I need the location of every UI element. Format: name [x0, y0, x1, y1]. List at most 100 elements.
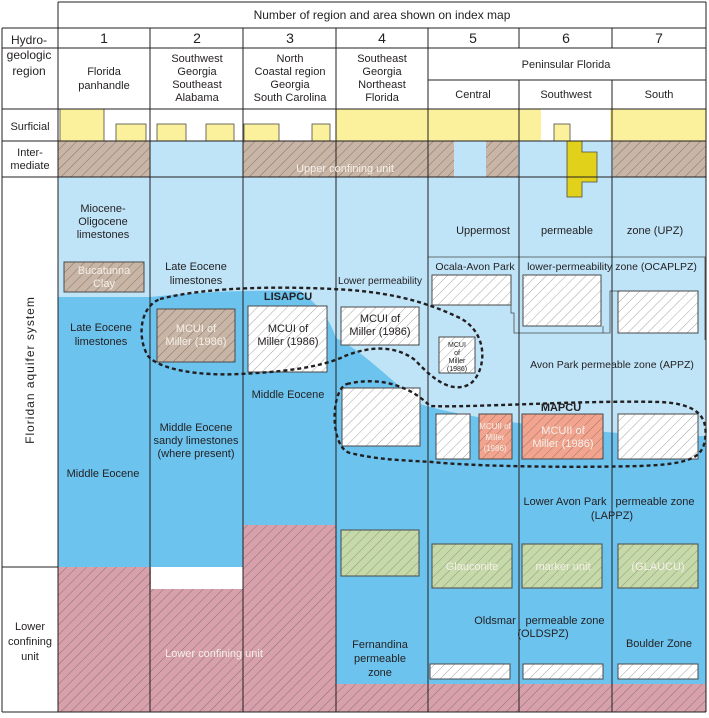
region-name-line: panhandle: [78, 80, 129, 92]
surficial-block: [336, 109, 541, 141]
header-title: Number of region and area shown on index…: [254, 8, 511, 22]
region-number: 2: [193, 30, 201, 46]
mcuii-label: Miller (1986): [532, 438, 593, 450]
mapcu-outline: [333, 380, 707, 468]
row-labels: Surficial Inter- mediate Floridan aquife…: [8, 121, 52, 663]
miocene-label: limestones: [77, 229, 130, 241]
mcui-box-region-5-hatch: [439, 337, 475, 373]
mcui-label: Miller (1986): [165, 336, 226, 348]
region-name-line: Southwest: [540, 89, 591, 101]
region-name-line: South Carolina: [254, 92, 328, 104]
ocaplpz-outline: [510, 305, 604, 334]
upper-confining-unit-label: Upper confining unit: [296, 163, 394, 175]
glaucu-label: marker unit: [535, 561, 590, 573]
row-label-intermediate: Inter-: [17, 147, 43, 159]
row-label-intermediate: mediate: [10, 160, 49, 172]
region-number: 7: [655, 30, 663, 46]
mapcu-box-region-4-hatch: [342, 388, 420, 446]
region-label-line: region: [12, 64, 45, 78]
surficial-block: [553, 123, 571, 142]
glaucu-label: Glauconite: [446, 561, 499, 573]
mcui-label: of: [454, 350, 460, 357]
region-name-line: Florida: [365, 92, 400, 104]
bucatunna-clay-hatch: [64, 262, 144, 292]
upz-label: Uppermost: [456, 225, 510, 237]
upper-confining-unit-hatch: [243, 141, 454, 177]
peninsular-florida-label: Peninsular Florida: [522, 59, 612, 71]
region-name-line: Southwest: [171, 53, 222, 65]
region-number: 3: [286, 30, 294, 46]
oldspz-label: permeable zone: [526, 615, 605, 627]
lower-confining-unit-label: Lower confining unit: [165, 648, 263, 660]
mcui-label: Miller (1986): [349, 326, 410, 338]
surficial-block: [610, 109, 706, 141]
lower-confining-col2-hatch: [151, 589, 243, 712]
region-name-line: Georgia: [270, 79, 310, 91]
ocaplpz-outline: [428, 256, 706, 340]
region-name-line: Alabama: [175, 92, 219, 104]
intermediate-clay-hatch: [486, 141, 518, 177]
mapcu-box-region-5a-hatch: [436, 414, 470, 459]
region-name-line: Coastal region: [255, 66, 326, 78]
mcui-label: Miller: [449, 358, 466, 365]
mcui-label: MCUI of: [268, 323, 309, 335]
fernandina-label: zone: [368, 667, 392, 679]
bucatunna-label: Bucatunna: [78, 265, 131, 277]
region-label-line: geologic: [7, 48, 52, 62]
lower-confining-col3-hatch: [243, 525, 336, 712]
region-number: 6: [562, 30, 570, 46]
lower-confining-col1-hatch: [58, 567, 151, 712]
mapcu-box-region-7-hatch: [618, 414, 698, 459]
boulder-box-region-5-hatch: [430, 664, 510, 679]
region-name-line: Central: [455, 89, 490, 101]
mcui-label: MCUI: [448, 342, 466, 349]
mcui-box-region-4-hatch: [341, 307, 419, 345]
mcui-label: Miller (1986): [257, 336, 318, 348]
mcuii-box-region-6-hatch: [522, 414, 603, 459]
upz-label: zone (UPZ): [627, 225, 683, 237]
glauconite-box-region-6-hatch: [522, 544, 602, 588]
mcui-label: MCUI of: [360, 313, 401, 325]
lappz-label: (LAPPZ): [591, 510, 633, 522]
middle-eocene-label: sandy limestones: [154, 435, 239, 447]
lisapcu-label: LISAPCU: [264, 291, 312, 303]
ocaplpz-outline: [603, 290, 618, 334]
region-number: 4: [378, 30, 386, 46]
lappz-label: permeable zone: [616, 496, 695, 508]
region-number: 5: [469, 30, 477, 46]
hatched-units: [63, 256, 706, 680]
lower-permeability-label: Lower permeability: [338, 276, 422, 287]
glauconite-box-region-7-hatch: [618, 544, 698, 588]
region-name-line: Southeast: [357, 53, 407, 65]
surficial-block: [311, 123, 331, 142]
lower-confining-east-hatch: [336, 684, 706, 712]
miocene-label: Oligocene: [78, 216, 128, 228]
intermediate-sand-lens: [566, 140, 598, 198]
surficial-block: [205, 123, 235, 142]
row-label-lower: Lower: [15, 621, 45, 633]
surficial-block: [115, 123, 147, 142]
surficial-block: [156, 123, 187, 142]
boulder-box-region-7-hatch: [618, 664, 698, 679]
glauconite-box-region-5-hatch: [432, 544, 512, 588]
region-label-line: Hydro-: [11, 33, 47, 47]
oldspz-label: (OLDSPZ): [517, 628, 568, 640]
region-name-line: Northeast: [358, 79, 406, 91]
surficial-block: [59, 108, 105, 142]
unit-labels: Upper confining unit Miocene- Oligocene …: [67, 163, 697, 679]
mapcu-label: MAPCU: [541, 402, 581, 414]
region-number: 1: [100, 30, 108, 46]
bucatunna-label: Clay: [93, 278, 116, 290]
region-name-line: North: [277, 53, 304, 65]
mcuii-label: (1986): [483, 444, 506, 453]
ocaplpz-box-region-7-hatch: [618, 291, 698, 333]
row-label-floridan: Floridan aquifer system: [23, 296, 37, 444]
lappz-label: Lower Avon Park: [524, 496, 607, 508]
ocaplpz-box-region-6-hatch: [523, 275, 601, 326]
row-label-lower: confining: [8, 636, 52, 648]
confining-unit-outlines: [140, 286, 707, 468]
boulder-box-region-6-hatch: [523, 664, 603, 679]
upz-label: permeable: [541, 225, 593, 237]
